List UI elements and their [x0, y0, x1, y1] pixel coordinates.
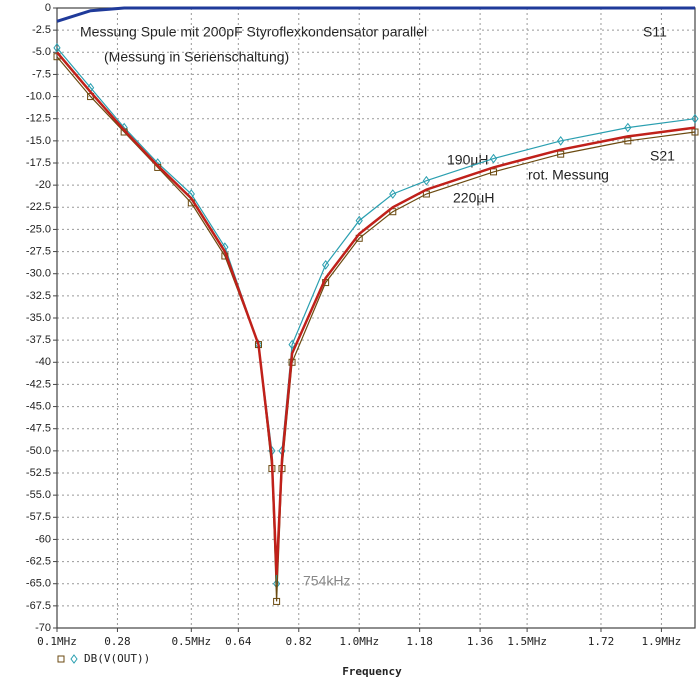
y-tick-label: -20	[35, 179, 51, 191]
y-tick-label: -65.0	[26, 578, 51, 590]
chart-subtitle: (Messung in Serienschaltung)	[104, 49, 289, 65]
x-tick-label: 1.72	[588, 635, 615, 648]
x-tick-label: 0.64	[225, 635, 252, 648]
y-tick-label: -67.5	[26, 600, 51, 612]
marker	[490, 168, 498, 176]
x-tick-label: 0.28	[104, 635, 131, 648]
y-tick-label: -17.5	[26, 157, 51, 169]
marker	[489, 153, 498, 164]
marker	[288, 339, 296, 350]
y-tick-label: -42.5	[26, 378, 51, 390]
y-tick-label: -55.0	[26, 489, 51, 501]
series-line	[56, 51, 696, 575]
marker	[557, 136, 565, 146]
x-axis-label: Frequency	[342, 665, 402, 678]
marker	[691, 128, 699, 136]
annotation: 220µH	[453, 190, 495, 206]
y-tick-label: -35.0	[26, 312, 51, 324]
marker	[322, 260, 330, 270]
y-tick-label: -70	[35, 622, 51, 634]
marker	[389, 189, 397, 199]
y-tick-label: -27.5	[26, 245, 51, 257]
chart-title: Messung Spule mit 200pF Styroflexkondens…	[80, 24, 427, 40]
legend-symbol	[70, 654, 78, 664]
y-tick-label: -40	[35, 356, 51, 368]
x-tick-label: 1.9MHz	[642, 635, 682, 648]
y-tick-label: -22.5	[26, 201, 51, 213]
annotation: S21	[650, 148, 675, 164]
marker	[624, 137, 632, 145]
marker	[624, 122, 632, 133]
y-tick-label: -2.5	[32, 24, 51, 36]
x-tick-label: 0.1MHz	[37, 635, 77, 648]
y-tick-label: -50.0	[26, 445, 51, 457]
annotation: 754kHz	[303, 573, 350, 589]
marker	[422, 175, 430, 186]
y-tick-label: -12.5	[26, 113, 51, 125]
marker	[53, 43, 61, 53]
marker	[691, 113, 699, 124]
legend-symbol	[57, 655, 65, 663]
y-tick-label: -60	[35, 533, 51, 545]
marker	[557, 150, 565, 158]
x-tick-label: 1.5MHz	[507, 635, 547, 648]
y-tick-label: 0	[45, 2, 51, 14]
x-tick-label: 1.36	[467, 635, 494, 648]
marker	[355, 215, 363, 226]
y-tick-label: -37.5	[26, 334, 51, 346]
x-tick-label: 1.18	[406, 635, 433, 648]
legend-label: DB(V(OUT))	[84, 652, 150, 665]
annotation: 190µH	[447, 152, 489, 168]
marker	[273, 597, 281, 605]
y-tick-label: -47.5	[26, 423, 51, 435]
y-tick-label: -5.0	[32, 46, 51, 58]
y-tick-label: -32.5	[26, 290, 51, 302]
y-tick-label: -15.0	[26, 135, 51, 147]
y-tick-label: -30.0	[26, 268, 51, 280]
series-line	[56, 6, 695, 23]
annotation: rot. Messung	[528, 167, 609, 183]
y-tick-label: -10.0	[26, 90, 51, 102]
annotation: S11	[643, 24, 667, 40]
x-tick-label: 1.0MHz	[339, 635, 379, 648]
y-tick-label: -7.5	[32, 68, 51, 80]
y-tick-label: -57.5	[26, 511, 51, 523]
y-tick-label: -25.0	[26, 223, 51, 235]
x-tick-label: 0.5MHz	[171, 635, 211, 648]
y-tick-label: -62.5	[26, 555, 51, 567]
y-tick-label: -52.5	[26, 467, 51, 479]
x-tick-label: 0.82	[286, 635, 313, 648]
y-tick-label: -45.0	[26, 400, 51, 412]
